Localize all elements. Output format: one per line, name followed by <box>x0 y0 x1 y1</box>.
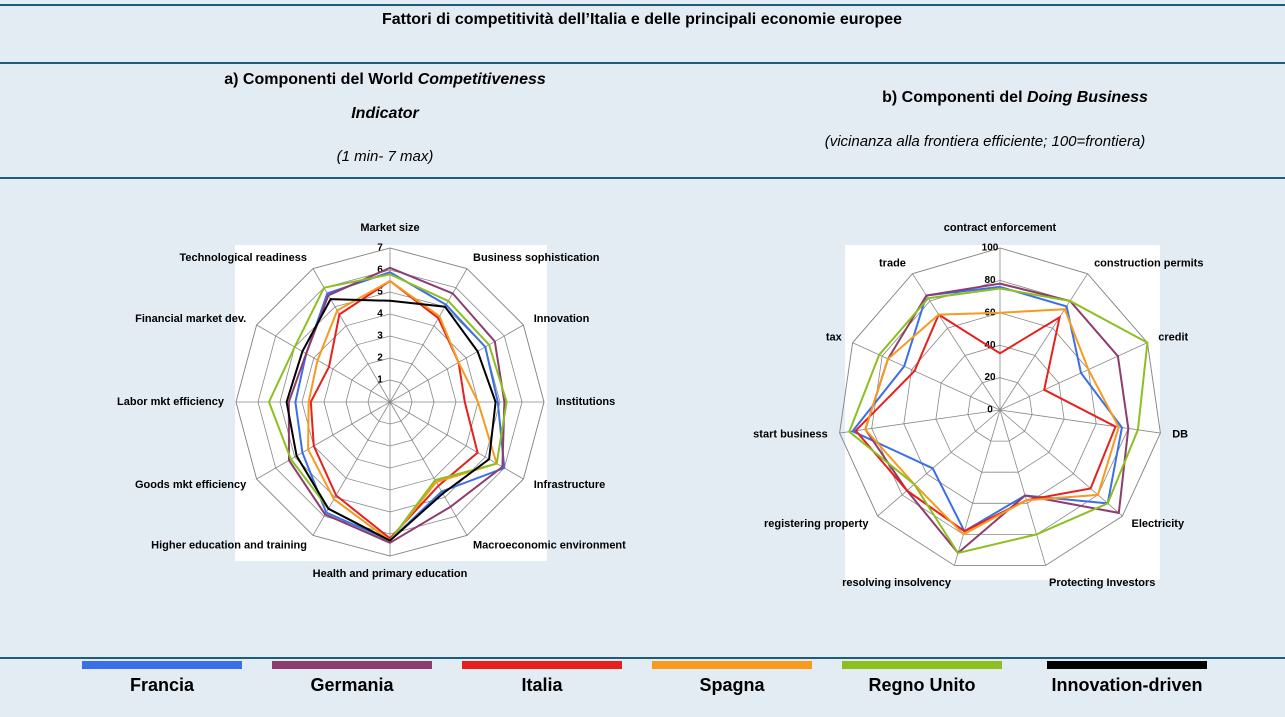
r-tick-label: 1 <box>377 375 383 386</box>
grid-ring <box>935 344 1065 473</box>
axis-label: Goods mkt efficiency <box>135 479 247 491</box>
legend-label: Germania <box>310 675 394 695</box>
grid-ring <box>839 247 1161 566</box>
panel-title-part: a) Componenti del World <box>224 71 413 88</box>
spoke <box>389 268 468 403</box>
axis-label: DB <box>1172 429 1188 441</box>
r-tick-label: 40 <box>984 340 996 351</box>
panel-title: a) Componenti del World Competitiveness <box>224 71 546 88</box>
legend-label: Francia <box>130 675 195 695</box>
legend-label: Italia <box>521 675 563 695</box>
panel-title-part: Doing Business <box>1027 89 1148 106</box>
series-line <box>848 287 1149 555</box>
axis-label: Innovation <box>534 313 590 325</box>
spoke <box>256 324 391 403</box>
spoke <box>999 409 1161 434</box>
spoke <box>999 409 1123 517</box>
axis-label: Market size <box>360 222 419 234</box>
axis-label: Protecting Investors <box>1049 577 1155 589</box>
legend-swatch <box>1047 661 1207 669</box>
r-tick-label: 3 <box>377 331 383 342</box>
legend-swatch <box>82 661 242 669</box>
legend-swatch <box>842 661 1002 669</box>
spoke <box>953 409 1001 566</box>
series-line <box>854 313 1117 533</box>
panel-title-part: b) Componenti del <box>882 89 1022 106</box>
grid-ring <box>967 377 1033 442</box>
spoke <box>877 409 1001 517</box>
legend-swatch <box>462 661 622 669</box>
axis-label: resolving insolvency <box>842 577 952 589</box>
legend-label: Innovation-driven <box>1051 675 1202 695</box>
axis-label: Electricity <box>1132 518 1185 530</box>
axis-label: Business sophistication <box>473 252 600 264</box>
legend-label: Regno Unito <box>869 675 976 695</box>
panel-subtitle: (1 min- 7 max) <box>337 148 434 165</box>
axis-label: Infrastructure <box>534 479 606 491</box>
series-line <box>864 282 1130 555</box>
spoke <box>389 401 468 536</box>
panel-title-part: Indicator <box>351 105 419 122</box>
series-line <box>850 285 1123 533</box>
spoke <box>389 324 524 403</box>
r-tick-label: 20 <box>984 372 996 383</box>
legend-swatch <box>272 661 432 669</box>
r-tick-label: 100 <box>982 243 999 254</box>
r-tick-label: 80 <box>984 275 996 286</box>
axis-label: Labor mkt efficiency <box>117 396 225 408</box>
spoke <box>999 273 1088 411</box>
axis-label: Financial market dev. <box>135 313 246 325</box>
spoke <box>999 342 1148 411</box>
r-tick-label: 6 <box>377 265 383 276</box>
spoke <box>852 342 1001 411</box>
axis-label: tax <box>826 332 843 344</box>
axis-label: construction permits <box>1094 258 1203 270</box>
axis-label: Technological readiness <box>179 252 307 264</box>
legend-label: Spagna <box>699 675 765 695</box>
axis-label: Macroeconomic environment <box>473 540 626 552</box>
panel-title-part: Competitiveness <box>418 71 546 88</box>
spoke <box>999 409 1047 566</box>
page-title: Fattori di competitività dell’Italia e d… <box>382 11 902 28</box>
axis-label: start business <box>753 429 828 441</box>
axis-label: contract enforcement <box>944 222 1057 234</box>
series-line <box>287 266 506 544</box>
r-tick-label: 0 <box>987 405 993 416</box>
axis-label: trade <box>879 258 906 270</box>
spoke <box>389 401 524 480</box>
panel-title: b) Componenti del Doing Business <box>882 89 1148 106</box>
spoke <box>256 401 391 480</box>
r-tick-label: 7 <box>377 243 383 254</box>
spoke <box>312 268 391 403</box>
series-line <box>864 308 1120 536</box>
legend-swatch <box>652 661 812 669</box>
axis-label: credit <box>1158 332 1188 344</box>
axis-label: Institutions <box>556 396 615 408</box>
r-tick-label: 2 <box>377 353 383 364</box>
series-line <box>285 298 497 542</box>
axis-label: Higher education and training <box>151 540 307 552</box>
r-tick-label: 4 <box>377 309 383 320</box>
panel-subtitle: (vicinanza alla frontiera efficiente; 10… <box>825 133 1146 150</box>
axis-label: Health and primary education <box>313 568 468 580</box>
axis-label: registering property <box>764 518 869 530</box>
r-tick-label: 5 <box>377 287 383 298</box>
